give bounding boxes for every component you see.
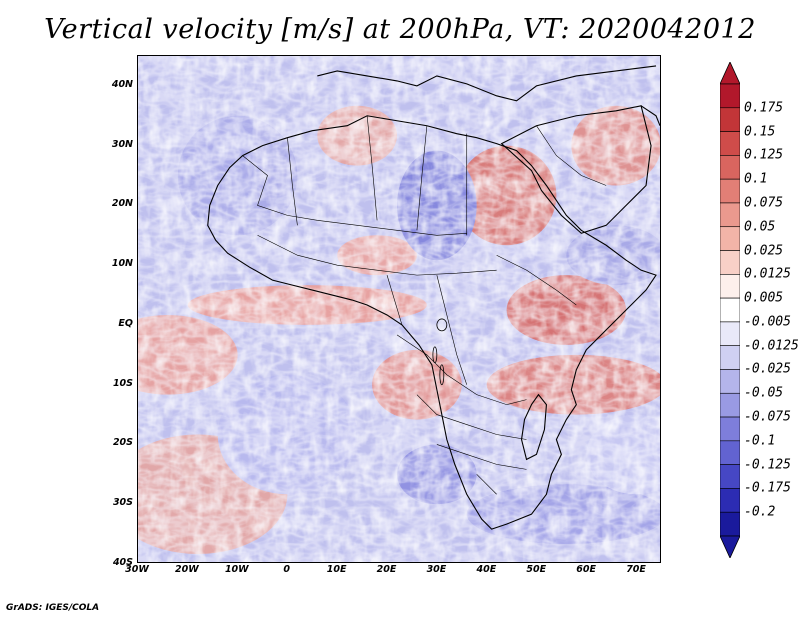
colorbar-swatch [720,369,740,394]
colorbar-swatch [720,250,740,275]
lat-tick-label: 40N [111,78,133,90]
colorbar-label: -0.0125 [744,338,799,354]
lat-tick-label: 20S [112,437,133,449]
lat-tick-label: 10N [111,258,133,270]
lon-tick-label: 20E [376,564,397,575]
europe-coastline [317,65,657,102]
colorbar-swatch [720,274,740,299]
field-texture-2 [138,56,660,562]
lon-tick-label: 40E [476,564,497,575]
map-panel [137,55,661,563]
lakes [432,318,448,386]
colorbar-label: -0.125 [744,457,791,473]
colorbar-swatch [720,511,740,537]
chart-title: Vertical velocity [m/s] at 200hPa, VT: 2… [44,14,756,45]
colorbar-swatch [720,392,740,418]
colorbar-bottom-arrow [720,535,740,558]
colorbar-swatch [720,464,740,489]
colorbar-swatch [720,178,740,204]
colorbar-top-arrow [720,62,740,85]
colorbar-swatch [720,321,740,346]
lat-tick-label: 40S [112,557,133,568]
colorbar-label: 0.1 [744,171,768,187]
lat-tick-label: 30N [111,138,133,150]
colorbar-label: -0.05 [744,385,784,401]
colorbar-label: -0.025 [744,361,791,377]
lat-tick-label: 30S [112,497,133,509]
country-borders [242,115,607,495]
colorbar-label: -0.005 [744,314,791,330]
coastlines [207,65,660,530]
colorbar-label: -0.2 [744,504,776,520]
colorbar-swatch [720,155,740,180]
lon-tick-label: 70E [626,564,646,575]
lon-tick-label: 10E [326,564,347,575]
lon-tick-label: 20W [175,564,199,575]
colorbar-label: 0.15 [744,124,776,140]
vertical-velocity-field [138,56,660,562]
colorbar-swatch [720,297,740,323]
colorbar-label: 0.05 [744,219,776,235]
colorbar-swatch [720,107,740,132]
colorbar-label: -0.175 [744,480,791,496]
colorbar-label: 0.0125 [744,266,791,282]
madagascar-coastline [520,393,547,461]
lon-tick-label: 30E [426,564,447,575]
colorbar-swatch [720,202,740,228]
lat-tick-label: 10S [112,377,133,389]
lon-tick-label: 0 [283,564,291,575]
colorbar-label: 0.175 [744,100,784,116]
colorbar-swatch [720,345,740,370]
arabia-coastline [500,105,652,234]
colorbar-swatch [720,83,740,109]
lon-tick-label: 50E [526,564,547,575]
lon-tick-label: 60E [576,564,596,575]
grads-credit: GrADS: IGES/COLA [6,603,100,613]
colorbar-label: -0.075 [744,409,791,425]
colorbar [720,62,740,558]
colorbar-label: 0.025 [744,243,784,259]
lon-tick-label: 10W [224,564,249,575]
lat-tick-label: EQ [118,317,133,329]
colorbar-label: 0.125 [744,147,784,163]
colorbar-swatch [720,440,740,465]
colorbar-swatch [720,416,740,442]
africa-coastline [207,115,657,530]
colorbar-swatch [720,488,740,513]
lon-tick-label: 30W [125,564,149,575]
india-coastline [640,105,660,126]
colorbar-label: -0.1 [744,433,776,449]
colorbar-label: 0.075 [744,195,784,211]
colorbar-swatch [720,131,740,156]
colorbar-swatch [720,226,740,251]
colorbar-label: 0.005 [744,290,784,306]
lat-tick-label: 20N [111,198,133,210]
